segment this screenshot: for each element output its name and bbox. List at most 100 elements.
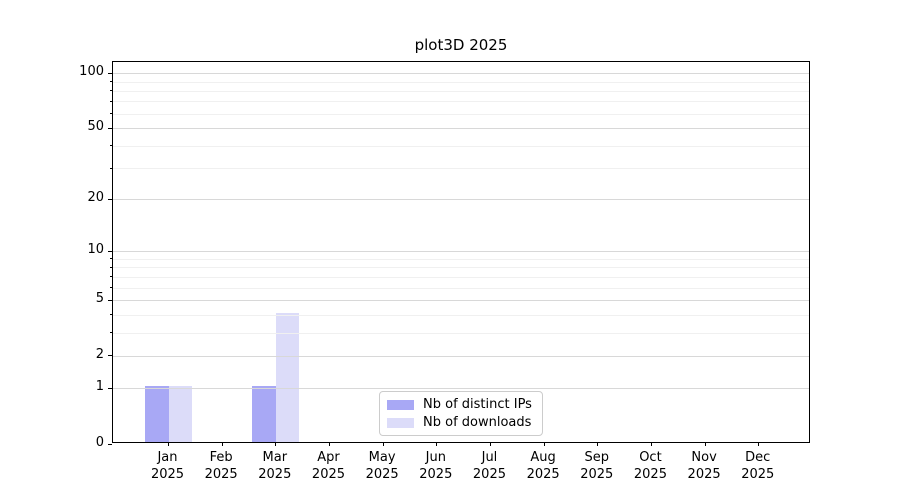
gridline-major (113, 199, 809, 201)
x-axis-tick-labels: Jan 2025 Feb 2025 Mar 2025 Apr 2025 May 2025 Jun 20… (112, 449, 810, 491)
y-tick-label: 10 (87, 242, 104, 258)
x-tick-year: 2025 (580, 467, 614, 482)
x-tick-year: 2025 (633, 467, 667, 482)
y-tick-mark (107, 387, 112, 389)
x-tick-label: Mar 2025 (235, 449, 315, 483)
x-tick-mark (489, 442, 491, 446)
x-tick-mark (328, 442, 330, 446)
y-minor-tick-mark (109, 266, 112, 268)
gridline-major (113, 73, 809, 75)
gridline-major (113, 355, 809, 357)
gridline-major (113, 128, 809, 130)
y-axis-tick-labels: 0 1 2 5 10 20 50 100 (0, 0, 104, 500)
x-tick-mark (168, 442, 169, 446)
x-tick-year: 2025 (204, 467, 238, 482)
x-tick-mark (704, 442, 706, 446)
y-tick-mark (107, 250, 112, 252)
x-tick-year: 2025 (365, 467, 399, 482)
gridline-major (113, 300, 809, 301)
x-tick-label: Dec 2025 (718, 449, 798, 483)
x-tick-mark (275, 442, 277, 446)
gridline-minor (113, 113, 809, 115)
plot-area: Nb of distinct IPs Nb of downloads (107, 61, 810, 446)
x-tick-label: May 2025 (342, 449, 422, 483)
legend-item-distinct-ips: Nb of distinct IPs (387, 396, 535, 413)
y-tick-mark (107, 198, 112, 200)
x-tick-year: 2025 (741, 467, 775, 482)
x-tick-label: Nov 2025 (664, 449, 744, 483)
gridline-major (113, 388, 809, 390)
y-minor-tick-mark (109, 90, 112, 92)
y-minor-tick-mark (109, 314, 112, 316)
y-minor-tick-mark (109, 145, 112, 147)
x-tick-month: Jun (425, 450, 446, 465)
gridline-minor (113, 168, 809, 170)
x-tick-label: Jun 2025 (396, 449, 476, 483)
y-tick-label: 20 (87, 190, 104, 206)
bar-distinct-ips (145, 386, 169, 442)
x-tick-mark (758, 442, 760, 446)
y-minor-tick-mark (109, 276, 112, 278)
x-tick-month: Jan (157, 450, 178, 465)
x-tick-month: Dec (745, 450, 771, 465)
gridline-minor (113, 276, 809, 278)
bar-downloads (168, 386, 192, 442)
chart-title: plot3D 2025 (414, 36, 508, 54)
gridline-minor (113, 314, 809, 316)
x-tick-year: 2025 (419, 467, 453, 482)
x-tick-label: Jan 2025 (128, 449, 208, 483)
legend-swatch-distinct-ips (387, 399, 414, 410)
x-tick-year: 2025 (258, 467, 292, 482)
y-tick-mark (107, 443, 112, 445)
gridline-minor (113, 332, 809, 334)
x-tick-year: 2025 (150, 467, 185, 482)
y-tick-label: 5 (95, 291, 104, 306)
y-minor-tick-mark (109, 167, 112, 169)
x-tick-mark (650, 442, 652, 446)
gridline-minor (113, 90, 809, 92)
gridline-minor (113, 145, 809, 147)
y-minor-tick-mark (109, 332, 112, 334)
x-tick-month: Feb (209, 450, 233, 465)
x-tick-month: Nov (691, 450, 717, 465)
y-tick-label: 50 (87, 119, 104, 135)
legend-swatch-downloads (387, 417, 414, 428)
x-tick-mark (436, 442, 438, 446)
x-tick-mark (221, 442, 223, 446)
y-minor-tick-mark (109, 113, 112, 115)
y-tick-mark (107, 355, 112, 357)
x-tick-month: Apr (317, 450, 340, 465)
y-tick-mark (107, 299, 112, 301)
legend-item-downloads: Nb of downloads (387, 414, 535, 431)
x-tick-year: 2025 (311, 467, 346, 482)
x-tick-mark (597, 442, 599, 446)
y-minor-tick-mark (109, 100, 112, 102)
y-minor-tick-mark (109, 81, 112, 82)
x-tick-label: Feb 2025 (181, 449, 261, 483)
x-tick-year: 2025 (687, 467, 721, 482)
x-tick-label: Jul 2025 (449, 449, 529, 483)
bar-downloads (275, 312, 300, 442)
gridline-major (113, 251, 809, 253)
y-minor-tick-mark (109, 287, 112, 289)
y-tick-mark (107, 72, 112, 74)
y-minor-tick-mark (109, 258, 112, 260)
x-tick-label: Apr 2025 (288, 449, 368, 483)
gridline-minor (113, 258, 809, 260)
gridline-minor (113, 267, 809, 269)
x-tick-month: Aug (530, 450, 556, 465)
x-tick-label: Oct 2025 (610, 449, 690, 483)
x-tick-mark (382, 442, 384, 446)
y-tick-label: 100 (79, 64, 104, 80)
x-tick-label: Aug 2025 (503, 449, 583, 483)
x-tick-month: Mar (262, 450, 288, 465)
y-tick-label: 2 (95, 346, 104, 362)
y-tick-mark (107, 127, 112, 129)
x-tick-month: May (368, 450, 396, 465)
bar-distinct-ips (252, 386, 276, 442)
gridline-minor (113, 81, 809, 83)
y-tick-label: 0 (95, 435, 104, 450)
x-tick-label: Sep 2025 (557, 449, 637, 483)
x-tick-year: 2025 (472, 467, 506, 482)
